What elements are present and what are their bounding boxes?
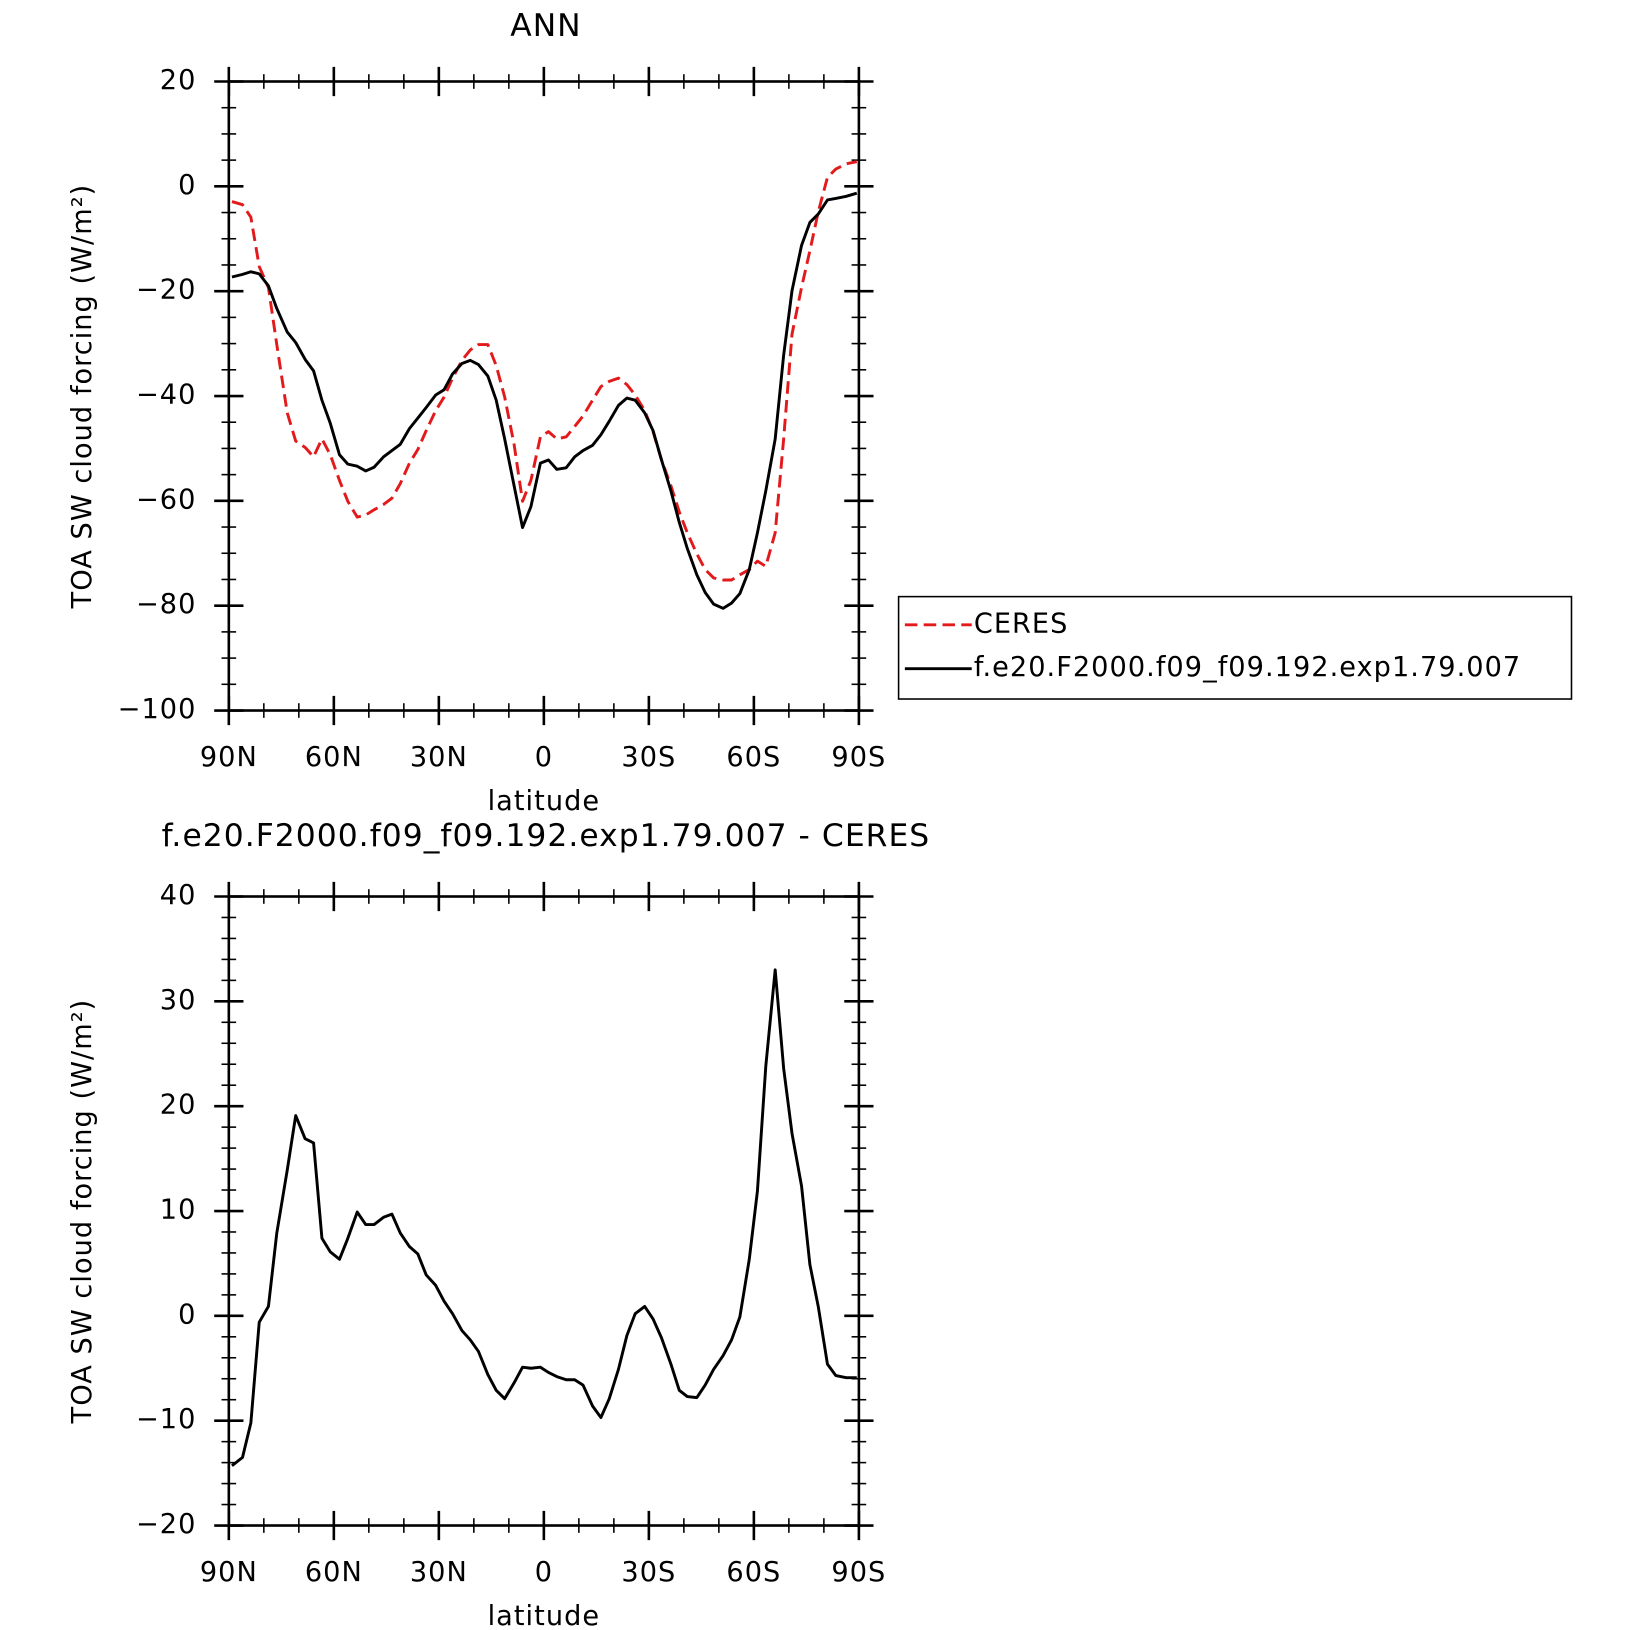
y-tick-label: −100 — [118, 694, 197, 725]
y-tick-label: −20 — [136, 1509, 196, 1540]
y-tick-label: 10 — [160, 1195, 197, 1226]
y-axis-label: TOA SW cloud forcing (W/m²) — [67, 999, 98, 1425]
x-tick-label: 0 — [535, 742, 553, 773]
x-tick-label: 60S — [726, 742, 781, 773]
y-axis-label: TOA SW cloud forcing (W/m²) — [67, 184, 98, 610]
x-tick-label: 90S — [831, 1557, 886, 1588]
data-line — [231, 968, 857, 1467]
y-tick-label: −20 — [136, 275, 196, 306]
x-tick-label: 0 — [535, 1557, 553, 1588]
chart-title: ANN — [510, 8, 581, 44]
y-tick-label: −40 — [136, 380, 196, 411]
x-tick-label: 30N — [410, 742, 468, 773]
plot-frame — [227, 80, 861, 712]
x-axis-label: latitude — [488, 786, 601, 817]
panel: f.e20.F2000.f09_f09.192.exp1.79.007 - CE… — [67, 818, 931, 1630]
x-tick-label: 90N — [200, 742, 258, 773]
x-tick-label: 60N — [305, 742, 363, 773]
x-tick-label: 60S — [726, 1557, 781, 1588]
x-tick-label: 30S — [621, 742, 676, 773]
y-tick-label: 30 — [160, 985, 197, 1016]
x-axis-label: latitude — [488, 1601, 601, 1630]
y-tick-label: −10 — [136, 1404, 196, 1435]
y-tick-label: 0 — [178, 170, 196, 201]
data-line — [231, 160, 858, 582]
x-tick-label: 90S — [831, 742, 886, 773]
plot-frame — [227, 895, 861, 1527]
y-tick-label: −60 — [136, 484, 196, 515]
data-line — [231, 191, 858, 610]
x-tick-label: 30N — [410, 1557, 468, 1588]
legend-label: f.e20.F2000.f09_f09.192.exp1.79.007 — [974, 652, 1521, 683]
y-tick-label: 40 — [160, 880, 197, 911]
y-tick-label: −80 — [136, 589, 196, 620]
legend-box — [897, 595, 1573, 700]
y-tick-label: 0 — [178, 1299, 196, 1330]
legend-label: CERES — [974, 608, 1069, 639]
chart-title: f.e20.F2000.f09_f09.192.exp1.79.007 - CE… — [162, 818, 931, 854]
y-tick-label: 20 — [160, 1090, 197, 1121]
x-tick-label: 90N — [200, 1557, 258, 1588]
x-tick-label: 60N — [305, 1557, 363, 1588]
y-tick-label: 20 — [160, 65, 197, 96]
x-tick-label: 30S — [621, 1557, 676, 1588]
panel: ANN latitude TOA SW cloud forcing (W/m²) −1… — [67, 8, 1573, 817]
